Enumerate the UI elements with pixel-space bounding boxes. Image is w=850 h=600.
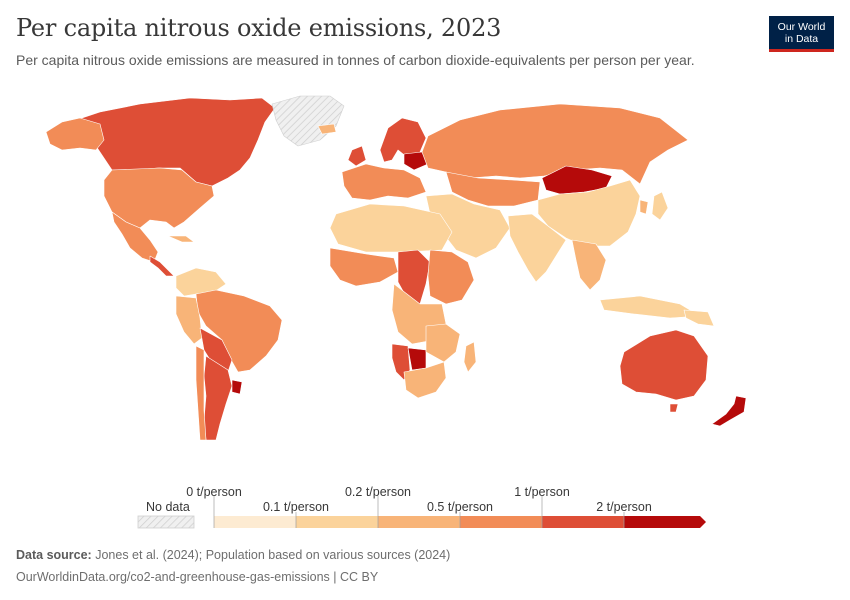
legend-no-data-swatch (137, 515, 195, 529)
region-botswana[interactable] (407, 347, 427, 371)
region-southeast-asia[interactable] (571, 239, 607, 291)
legend-bin-1 (214, 516, 296, 528)
legend-no-data-label: No data (146, 500, 190, 514)
region-tasmania[interactable] (669, 403, 679, 413)
legend-tick-label-1: 1 t/person (514, 485, 570, 499)
logo-line-1: Our World (777, 21, 826, 33)
legend-tick-label-0-1: 0.1 t/person (263, 500, 329, 514)
region-greenland[interactable] (271, 95, 345, 147)
data-source-label: Data source: (16, 548, 92, 562)
region-peru[interactable] (175, 295, 203, 345)
data-source-text: Jones et al. (2024); Population based on… (95, 548, 451, 562)
legend-bin-2 (296, 516, 378, 528)
legend-bin-5 (542, 516, 624, 528)
region-new-zealand[interactable] (711, 395, 747, 427)
region-australia[interactable] (619, 329, 709, 401)
region-usa[interactable] (103, 167, 215, 229)
region-uruguay[interactable] (231, 379, 243, 395)
region-brazil[interactable] (195, 289, 283, 373)
region-argentina[interactable] (203, 355, 233, 441)
source-url[interactable]: OurWorldinData.org/co2-and-greenhouse-ga… (16, 570, 379, 584)
world-map (45, 95, 747, 441)
chart-title: Per capita nitrous oxide emissions, 2023 (16, 14, 502, 42)
region-west-africa[interactable] (329, 247, 399, 287)
data-source-line: Data source: Jones et al. (2024); Popula… (16, 548, 450, 562)
legend-bin-6 (624, 516, 706, 528)
region-korea[interactable] (639, 199, 649, 215)
region-north-africa[interactable] (329, 203, 453, 253)
region-cuba[interactable] (167, 235, 195, 243)
legend-tick-label-2: 2 t/person (596, 500, 652, 514)
region-southern-africa[interactable] (403, 361, 447, 399)
region-chile[interactable] (195, 345, 207, 441)
region-canada[interactable] (69, 97, 276, 187)
region-japan[interactable] (651, 191, 669, 221)
region-alaska[interactable] (45, 117, 105, 151)
region-india[interactable] (507, 213, 567, 283)
region-central-asia[interactable] (445, 171, 541, 207)
region-central-america[interactable] (149, 255, 175, 277)
chart-subtitle: Per capita nitrous oxide emissions are m… (16, 52, 695, 68)
legend-tick-label-0: 0 t/person (186, 485, 242, 499)
region-western-europe[interactable] (341, 163, 427, 201)
map-legend: No data 0 t/person 0.2 t/person 1 t/pers… (137, 485, 706, 529)
region-papua-new-guinea[interactable] (683, 309, 715, 327)
logo-line-2: in Data (784, 33, 819, 45)
region-namibia[interactable] (391, 343, 411, 381)
owid-logo[interactable]: Our World in Data (769, 16, 834, 52)
legend-tick-label-0-5: 0.5 t/person (427, 500, 493, 514)
region-belarus[interactable] (403, 151, 429, 171)
legend-tick-label-0-2: 0.2 t/person (345, 485, 411, 499)
region-mozambique-zambia[interactable] (425, 323, 461, 363)
region-iceland[interactable] (317, 123, 337, 135)
region-uk-ireland[interactable] (347, 145, 367, 167)
region-east-africa[interactable] (427, 249, 475, 305)
region-indonesia[interactable] (599, 295, 701, 319)
region-central-african-republic[interactable] (397, 249, 431, 305)
region-madagascar[interactable] (463, 341, 477, 373)
legend-bin-3 (378, 516, 460, 528)
legend-bin-4 (460, 516, 542, 528)
